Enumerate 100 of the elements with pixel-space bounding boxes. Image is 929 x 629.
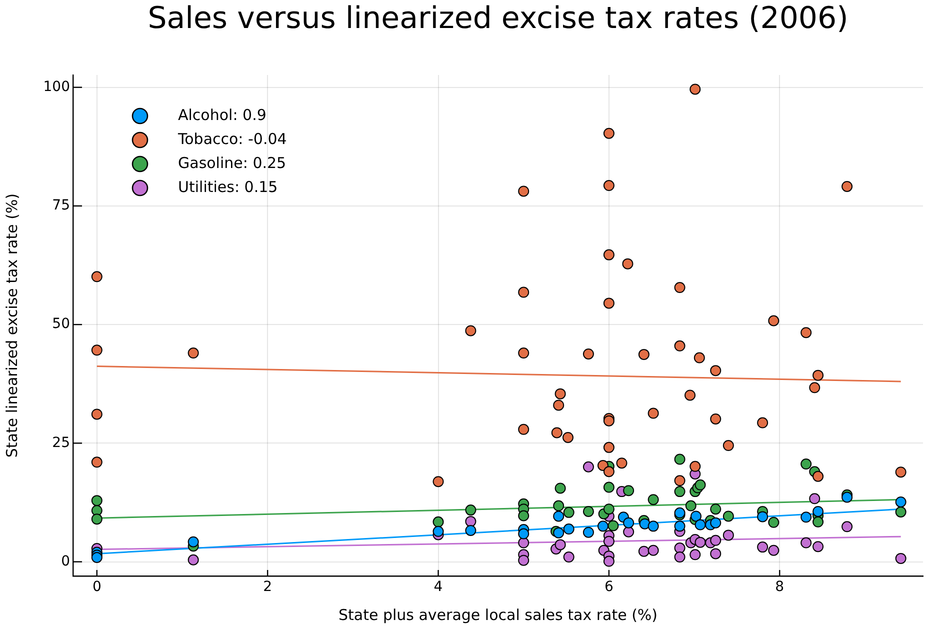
point — [800, 512, 812, 523]
point — [554, 482, 566, 494]
point — [553, 500, 564, 512]
point — [757, 511, 768, 522]
point — [768, 516, 780, 528]
point — [553, 400, 564, 411]
point — [648, 520, 659, 532]
point — [603, 556, 614, 567]
point — [674, 542, 686, 554]
point — [800, 327, 812, 338]
point — [553, 527, 564, 538]
point — [554, 539, 566, 550]
y-tick-label: 100 — [43, 78, 70, 95]
point — [582, 526, 594, 538]
point — [690, 549, 701, 560]
x-axis-title: State plus average local sales tax rate (%) — [338, 606, 658, 624]
point — [674, 552, 686, 563]
point — [710, 534, 722, 546]
point — [722, 530, 734, 541]
point — [623, 526, 634, 538]
point — [768, 544, 780, 556]
point — [674, 486, 686, 498]
point — [694, 519, 706, 530]
point — [809, 493, 820, 504]
point — [603, 466, 614, 478]
point — [518, 528, 530, 540]
point — [432, 476, 444, 488]
point — [685, 500, 696, 512]
legend-label: Utilities: 0.15 — [178, 178, 278, 196]
point — [603, 128, 614, 139]
point — [518, 537, 530, 548]
point — [188, 348, 199, 359]
point — [603, 504, 614, 515]
y-tick-label: 25 — [52, 434, 70, 451]
legend-label: Gasoline: 0.25 — [178, 154, 286, 172]
point — [465, 516, 476, 527]
point — [603, 536, 614, 547]
point — [809, 382, 820, 394]
point — [608, 520, 619, 532]
point — [518, 510, 530, 522]
point — [563, 552, 574, 563]
point — [91, 514, 102, 525]
point — [895, 466, 906, 478]
point — [757, 417, 768, 428]
point — [91, 344, 102, 356]
legend-label: Tobacco: -0.04 — [177, 130, 287, 148]
point — [623, 517, 634, 528]
point — [800, 537, 812, 548]
point — [895, 506, 906, 518]
point — [648, 408, 659, 419]
point — [722, 510, 734, 522]
point — [710, 504, 722, 515]
point — [842, 492, 853, 503]
point — [554, 388, 566, 400]
point — [553, 510, 564, 522]
point — [812, 541, 824, 552]
point — [465, 524, 476, 536]
point — [582, 461, 594, 472]
point — [603, 298, 614, 309]
point — [638, 546, 650, 557]
point — [518, 554, 530, 566]
point — [603, 180, 614, 192]
point — [674, 282, 686, 294]
point — [432, 526, 444, 537]
point — [91, 456, 102, 468]
chart-title: Sales versus linearized excise tax rates (2006) — [148, 0, 848, 36]
point — [812, 516, 824, 528]
point — [800, 458, 812, 470]
y-axis-title: State linearized excise tax rate (%) — [2, 193, 21, 458]
point — [638, 348, 650, 360]
point — [465, 325, 476, 336]
point — [551, 427, 562, 438]
point — [597, 520, 608, 532]
point — [518, 186, 530, 197]
point — [465, 504, 476, 516]
point — [603, 249, 614, 260]
point — [603, 415, 614, 426]
point — [895, 496, 906, 508]
point — [622, 258, 634, 270]
point — [648, 544, 659, 556]
x-tick-label: 0 — [92, 579, 102, 596]
point — [812, 470, 824, 482]
point — [188, 554, 199, 566]
point — [623, 485, 634, 496]
x-tick-label: 6 — [604, 579, 614, 596]
point — [674, 520, 686, 532]
y-tick-label: 0 — [61, 553, 70, 570]
point — [694, 479, 706, 490]
point — [603, 482, 614, 493]
x-tick-label: 4 — [434, 579, 443, 596]
point — [684, 390, 696, 401]
x-tick-label: 8 — [775, 579, 784, 596]
point — [812, 506, 824, 517]
point — [91, 271, 102, 282]
point — [710, 413, 722, 424]
point — [690, 460, 701, 472]
point — [694, 536, 706, 548]
point — [710, 548, 722, 560]
point — [91, 495, 102, 506]
point — [582, 506, 594, 517]
